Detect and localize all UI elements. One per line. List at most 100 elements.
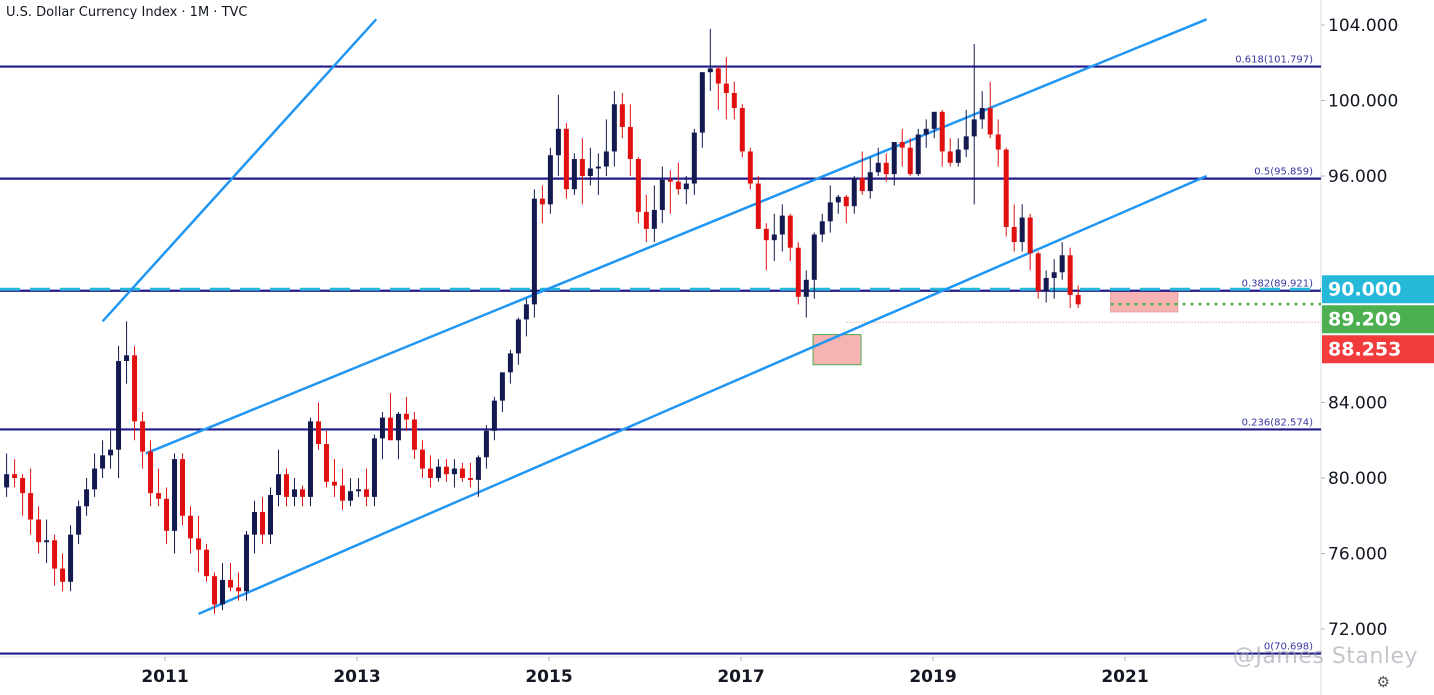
price-label-text: 90.000 xyxy=(1328,278,1401,300)
candle-body xyxy=(875,162,881,173)
candle-body xyxy=(499,372,505,401)
candle-body xyxy=(148,451,154,494)
candle-body xyxy=(947,151,953,163)
support-zone xyxy=(812,334,862,366)
y-tick-label: 104.000 xyxy=(1328,16,1398,36)
candle-body xyxy=(955,149,961,163)
candle-body xyxy=(1043,277,1049,292)
candle-body xyxy=(755,183,761,229)
candle-body xyxy=(995,134,1001,150)
price-label-box xyxy=(1322,305,1434,334)
candle-body xyxy=(595,166,601,169)
candle-body xyxy=(275,474,281,495)
y-tick-label: 100.000 xyxy=(1328,92,1398,112)
candle-body xyxy=(619,104,625,127)
candle-body xyxy=(627,126,633,160)
candle-body xyxy=(803,279,809,297)
candle-body xyxy=(963,136,969,150)
candle-body xyxy=(923,128,929,135)
candle-body xyxy=(987,108,993,135)
candle-body xyxy=(883,162,889,175)
candle-body xyxy=(52,540,58,569)
candle-body xyxy=(931,111,937,129)
candle-body xyxy=(363,489,369,497)
candle-body xyxy=(843,196,849,207)
candle-body xyxy=(635,159,641,212)
candle-body xyxy=(427,468,433,478)
candle-body xyxy=(140,421,146,452)
candle-body xyxy=(44,540,50,543)
candle-body xyxy=(683,183,689,190)
candle-body xyxy=(84,489,90,507)
candle-body xyxy=(491,400,497,431)
candle-body xyxy=(132,355,138,422)
candle-body xyxy=(835,196,841,203)
candle-body xyxy=(1019,217,1025,243)
y-tick-label: 72.000 xyxy=(1328,620,1387,640)
candle-body xyxy=(523,304,529,320)
candle-body xyxy=(731,92,737,109)
candle-body xyxy=(611,104,617,152)
candle-body xyxy=(347,491,353,501)
candle-body xyxy=(411,419,417,450)
reference-lines xyxy=(0,287,1321,306)
candle-body xyxy=(1075,294,1081,305)
candle-body xyxy=(403,413,409,420)
candle-body xyxy=(907,147,913,175)
candle-body xyxy=(28,493,34,520)
candle-body xyxy=(971,119,977,137)
highlight-zones xyxy=(812,290,1321,366)
channel-line xyxy=(145,18,1208,455)
gear-icon[interactable]: ⚙ xyxy=(1376,673,1390,691)
candle-body xyxy=(587,168,593,176)
fib-label: 0.236(82.574) xyxy=(1242,417,1314,428)
candle-body xyxy=(315,421,321,445)
candle-body xyxy=(603,151,609,167)
candle-body xyxy=(475,457,481,480)
fibonacci-levels: 0.618(101.797) 0.5(95.859) 0.382(89.921) 0.… xyxy=(0,55,1321,655)
x-tick-label: 2013 xyxy=(333,667,380,687)
candle-body xyxy=(252,511,258,535)
candle-body xyxy=(196,538,202,550)
price-axis[interactable]: 72.000 76.000 80.000 84.000 96.000 100.000 104… xyxy=(1321,16,1398,640)
candle-body xyxy=(291,489,297,497)
y-tick-label: 76.000 xyxy=(1328,545,1387,565)
candle-body xyxy=(323,444,329,482)
candle-body xyxy=(116,360,122,450)
candle-body xyxy=(899,142,905,148)
candle-body xyxy=(459,468,465,478)
candle-body xyxy=(331,481,337,486)
candlestick-series xyxy=(4,28,1081,614)
candle-body xyxy=(659,179,665,210)
fib-label: 0.618(101.797) xyxy=(1235,55,1313,66)
candle-body xyxy=(867,172,873,192)
candle-body xyxy=(851,177,857,207)
candle-body xyxy=(779,215,785,235)
y-tick-label: 80.000 xyxy=(1328,469,1387,489)
candle-body xyxy=(76,506,82,535)
candle-body xyxy=(515,319,521,354)
candle-body xyxy=(124,355,130,361)
trend-channel xyxy=(101,18,1208,616)
channel-line xyxy=(198,174,1208,616)
candle-body xyxy=(723,83,729,93)
candle-body xyxy=(555,128,561,156)
time-axis[interactable]: 2011 2013 2015 2017 2019 2021 xyxy=(141,657,1149,687)
candle-body xyxy=(371,438,377,497)
candle-body xyxy=(539,198,545,205)
candle-body xyxy=(915,134,921,175)
candle-body xyxy=(579,159,585,176)
fib-label: 0.382(89.921) xyxy=(1242,279,1314,290)
candle-body xyxy=(1011,226,1017,243)
candle-body xyxy=(1027,217,1033,254)
candle-body xyxy=(643,211,649,229)
x-tick-label: 2017 xyxy=(717,667,764,687)
candle-body xyxy=(667,179,673,182)
candle-body xyxy=(395,413,401,441)
x-tick-label: 2015 xyxy=(525,667,572,687)
candle-body xyxy=(435,466,441,478)
price-label-box xyxy=(1322,275,1434,304)
y-tick-label: 84.000 xyxy=(1328,394,1387,414)
price-labels: 90.000 89.209 88.253 xyxy=(1322,275,1434,364)
